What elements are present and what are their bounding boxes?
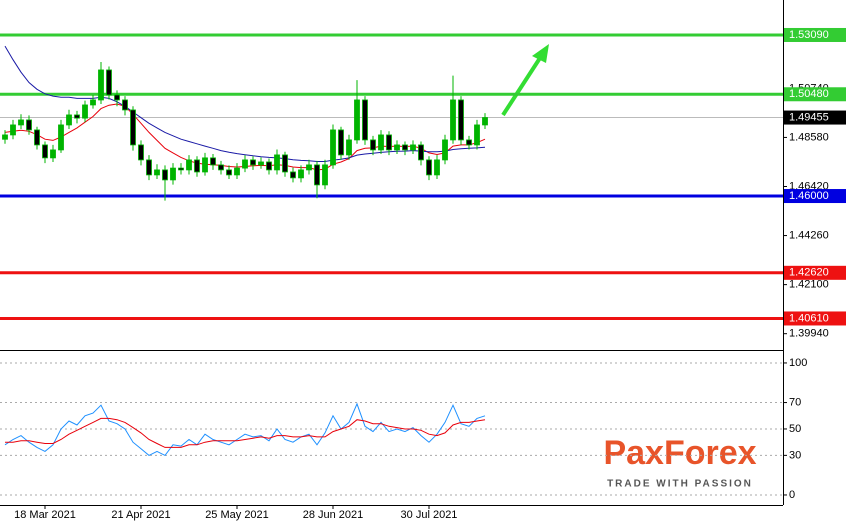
x-tick-label: 28 Jun 2021 [303, 509, 364, 521]
candle-body [218, 164, 224, 171]
candle-body [130, 109, 136, 146]
candle-body [466, 139, 472, 146]
y-tick-label: 1.42100 [789, 279, 829, 291]
candle-body [202, 157, 208, 173]
y-tick-label: 70 [789, 396, 801, 408]
candle-body [226, 169, 232, 176]
candle-body [378, 134, 384, 151]
candle-body [74, 114, 80, 119]
candle-body [442, 139, 448, 161]
candle-body [242, 159, 248, 169]
candle-body [266, 161, 272, 171]
x-tick-label: 21 Apr 2021 [111, 509, 170, 521]
candle-body [330, 129, 336, 166]
level-label-box [784, 87, 846, 102]
candle-body [66, 114, 72, 126]
candle-body [386, 134, 392, 151]
level-label: 1.46000 [789, 190, 829, 202]
candle-body [338, 129, 344, 156]
candle-body [90, 99, 96, 106]
candle-body [146, 159, 152, 176]
level-label-box [784, 189, 846, 204]
x-tick-label: 25 May 2021 [205, 509, 269, 521]
candle-body [138, 144, 144, 161]
candle-body [290, 171, 296, 179]
candle-body [282, 154, 288, 173]
candle-body [122, 99, 128, 111]
candle-body [42, 144, 48, 159]
candle-body [50, 149, 56, 159]
y-tick-label: 1.48580 [789, 131, 829, 143]
candle-body [58, 124, 64, 151]
candle-body [274, 154, 280, 171]
brand-tagline: TRADE WITH PASSION [607, 479, 753, 490]
candle-body [298, 169, 304, 179]
candle-body [186, 159, 192, 171]
x-tick-label: 18 Mar 2021 [14, 509, 76, 521]
candle-body [426, 159, 432, 176]
level-label: 1.53090 [789, 29, 829, 41]
trend-arrow [501, 44, 549, 117]
candle-body [370, 139, 376, 151]
candle-body [154, 169, 160, 176]
candle-body [234, 167, 240, 176]
candle-body [114, 94, 120, 101]
candle-body [354, 99, 360, 141]
candle-body [434, 159, 440, 176]
y-tick-label: 1.44260 [789, 229, 829, 241]
candle-body [10, 124, 16, 136]
candle-body [2, 134, 8, 140]
candle-body [178, 167, 184, 171]
candle-body [26, 119, 32, 131]
candle-body [18, 119, 24, 126]
candle-body [170, 167, 176, 181]
candle-body [162, 169, 168, 181]
indicator-line [5, 417, 486, 448]
y-tick-label: 30 [789, 449, 801, 461]
candle-body [482, 117, 488, 126]
level-label-box [784, 27, 846, 42]
candle-body [418, 144, 424, 161]
candle-body [474, 124, 480, 146]
brand-name: PaxForex [603, 434, 756, 472]
candle-body [450, 99, 456, 141]
candle-body [362, 99, 368, 141]
level-label: 1.42620 [789, 267, 829, 279]
candle-body [34, 129, 40, 146]
level-label: 1.50480 [789, 88, 829, 100]
candle-body [306, 164, 312, 171]
candle-body [314, 164, 320, 186]
level-label: 1.40610 [789, 312, 829, 324]
indicator-line [4, 402, 486, 457]
candle-body [106, 69, 112, 96]
candle-body [82, 104, 88, 119]
candle-body [322, 164, 328, 186]
candle-body [98, 69, 104, 101]
candle-body [258, 161, 264, 166]
last-price-box [784, 110, 846, 125]
y-tick-label: 0 [789, 489, 795, 501]
x-tick-label: 30 Jul 2021 [401, 509, 458, 521]
candle-body [250, 159, 256, 166]
candle-body [410, 144, 416, 151]
candle-body [402, 144, 408, 151]
brand-logo: PaxForex TRADE WITH PASSION [603, 434, 756, 490]
y-tick-label: 50 [789, 423, 801, 435]
last-price-label: 1.49455 [789, 111, 829, 123]
level-label-box [784, 311, 846, 326]
candle-body [394, 144, 400, 151]
candle-body [210, 157, 216, 166]
level-label-box [784, 265, 846, 280]
candle-body [346, 139, 352, 156]
candle-body [458, 99, 464, 141]
y-tick-label: 1.39940 [789, 328, 829, 340]
candle-body [194, 159, 200, 173]
y-tick-label: 100 [789, 357, 807, 369]
